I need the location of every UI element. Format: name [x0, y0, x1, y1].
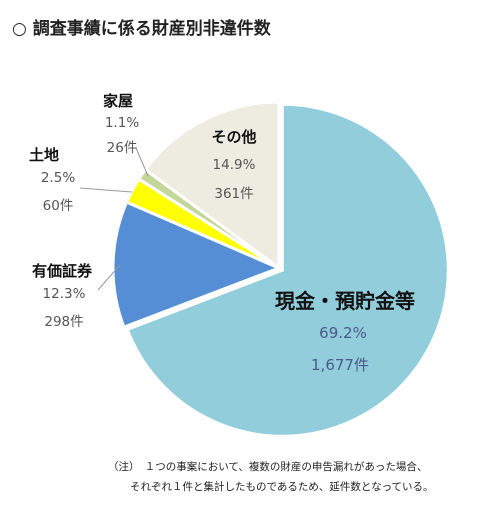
- leader-line-2: [79, 187, 133, 193]
- footnote-line-1: （注） １つの事案において、複数の財産の申告漏れがあった場合、: [108, 461, 428, 473]
- leader-line-1: [97, 264, 121, 291]
- slice-label-count-3: 26件: [107, 140, 138, 156]
- pie-chart: 現金・預貯金等 69.2% 1,677件 有価証券 12.3% 298件 土地 2.5% 60件…: [29, 92, 450, 438]
- slice-label-percent-3: 1.1%: [105, 115, 139, 131]
- slice-label-count-0: 1,677件: [311, 356, 369, 374]
- slice-label-name-0: 現金・預貯金等: [275, 289, 415, 313]
- slice-label-percent-2: 2.5%: [41, 170, 75, 186]
- footnote-line-2: それぞれ１件と集計したものであるため、延件数となっている。: [130, 481, 434, 493]
- slice-label-count-1: 298件: [44, 314, 83, 330]
- chart-title: ○ 調査事績に係る財産別非違件数: [12, 19, 271, 39]
- slice-label-percent-1: 12.3%: [43, 286, 86, 302]
- slice-label-percent-4: 14.9%: [213, 157, 256, 173]
- slice-label-name-4: その他: [211, 128, 256, 146]
- slice-label-count-2: 60件: [43, 198, 74, 214]
- pie-slice-0: [125, 102, 450, 438]
- slice-label-count-4: 361件: [214, 186, 253, 202]
- leader-line-3: [135, 147, 149, 177]
- pie-slice-1: [111, 200, 283, 330]
- slice-label-name-1: 有価証券: [32, 262, 93, 280]
- pie-slice-4: [143, 100, 281, 271]
- slice-label-name-2: 土地: [29, 146, 59, 164]
- slice-label-percent-0: 69.2%: [319, 324, 367, 342]
- slice-label-name-3: 家屋: [103, 92, 133, 110]
- footnote: （注） １つの事案において、複数の財産の申告漏れがあった場合、 それぞれ１件と集…: [108, 457, 434, 497]
